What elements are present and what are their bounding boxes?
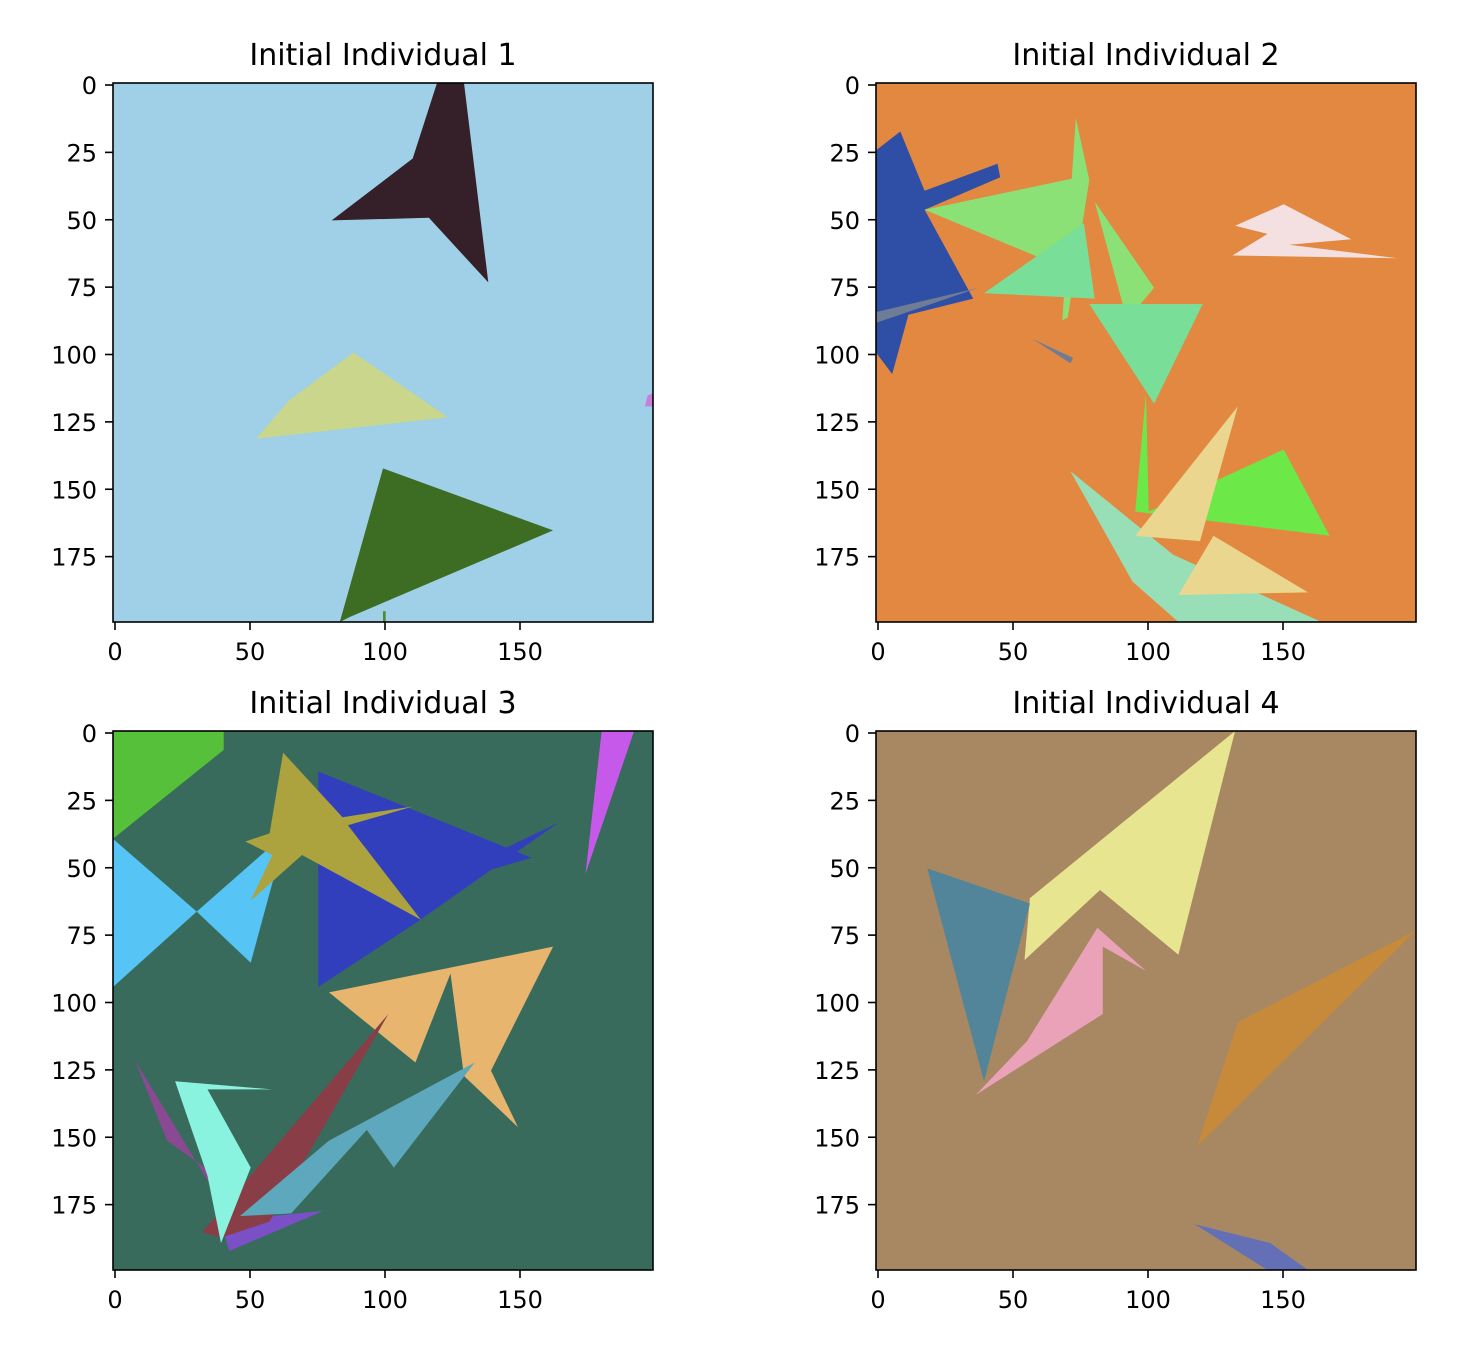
x-tick-label: 50 [998, 1286, 1029, 1314]
polygon-shape [1178, 535, 1308, 595]
polygon-shape [1135, 406, 1238, 542]
y-tick-label: 0 [845, 72, 860, 100]
panel-1: Initial Individual 1 0 50 100 150 0 25 50 75 100 1… [51, 38, 654, 666]
polygon-shape [113, 731, 224, 839]
y-tick-label: 50 [829, 207, 860, 235]
x-tick-label: 0 [870, 638, 885, 666]
y-tick-label: 100 [814, 342, 860, 370]
polygon-shape [1194, 1224, 1308, 1270]
x-tick-label: 0 [107, 638, 122, 666]
panel-title: Initial Individual 1 [249, 38, 516, 73]
x-tick-label: 150 [497, 638, 543, 666]
x-tick-label: 100 [1125, 1286, 1171, 1314]
polygon-shape [256, 352, 448, 439]
y-tick-label: 50 [829, 855, 860, 883]
polygon-shape [585, 731, 635, 874]
y-tick-label: 0 [82, 720, 97, 748]
polygon-shape [383, 611, 386, 622]
y-tick-label: 150 [814, 1124, 860, 1152]
y-tick-label: 25 [829, 787, 860, 815]
polygon-shape [329, 946, 554, 1128]
y-tick-label: 175 [51, 544, 97, 572]
axes-frame [875, 82, 1417, 623]
shape-layer [927, 731, 1416, 1270]
y-tick-label: 150 [51, 1124, 97, 1152]
x-tick-label: 0 [870, 1286, 885, 1314]
y-tick-label: 125 [51, 1057, 97, 1085]
polygon-shape [239, 1062, 475, 1217]
polygon-shape [1197, 930, 1416, 1146]
y-tick-label: 125 [51, 409, 97, 437]
y-tick-label: 100 [814, 990, 860, 1018]
x-tick-label: 50 [235, 638, 266, 666]
x-tick-label: 100 [362, 1286, 408, 1314]
axes-frame [875, 730, 1417, 1271]
y-tick-label: 50 [66, 855, 97, 883]
polygon-shape [984, 223, 1095, 299]
y-tick-label: 25 [66, 787, 97, 815]
polygon-shape [318, 771, 559, 987]
polygon-shape [245, 752, 421, 920]
y-tick-label: 25 [829, 139, 860, 167]
polygon-shape [1089, 304, 1203, 404]
polygon-shape [1032, 339, 1074, 364]
y-tick-label: 125 [814, 409, 860, 437]
shape-layer [876, 118, 1398, 622]
shape-layer [256, 83, 653, 622]
y-tick-label: 125 [814, 1057, 860, 1085]
x-tick-label: 50 [998, 638, 1029, 666]
axes-frame [112, 82, 654, 623]
y-tick-label: 75 [829, 922, 860, 950]
polygon-shape [644, 392, 653, 407]
polygon-shape [1094, 201, 1155, 321]
x-tick-label: 150 [497, 1286, 543, 1314]
y-tick-label: 175 [814, 1192, 860, 1220]
x-tick-label: 100 [362, 638, 408, 666]
axes-frame [112, 730, 654, 1271]
y-tick-label: 25 [66, 139, 97, 167]
x-tick-label: 150 [1260, 638, 1306, 666]
polygon-shape [876, 287, 979, 323]
polygon-shape [339, 468, 554, 622]
y-tick-label: 150 [51, 476, 97, 504]
polygon-shape [1232, 204, 1398, 259]
x-tick-label: 150 [1260, 1286, 1306, 1314]
y-tick-label: 0 [845, 720, 860, 748]
y-tick-label: 100 [51, 990, 97, 1018]
polygon-shape [975, 927, 1146, 1095]
x-tick-label: 0 [107, 1286, 122, 1314]
x-tick-label: 100 [1125, 638, 1171, 666]
polygon-shape [876, 131, 1001, 375]
panel-4: Initial Individual 4 0 50 100 150 0 25 50 75 100 1… [814, 686, 1417, 1314]
panel-2: Initial Individual 2 0 50 100 150 0 25 50 75 100 1… [814, 38, 1417, 666]
polygon-shape [331, 83, 489, 283]
y-tick-label: 75 [66, 274, 97, 302]
polygon-shape [113, 833, 286, 987]
panel-title: Initial Individual 4 [1012, 686, 1279, 721]
shape-layer [113, 731, 635, 1252]
x-tick-label: 50 [235, 1286, 266, 1314]
y-tick-label: 50 [66, 207, 97, 235]
panel-title: Initial Individual 3 [249, 686, 516, 721]
panel-3: Initial Individual 3 0 50 100 150 0 25 50 75 100 1… [51, 686, 654, 1314]
y-tick-label: 175 [51, 1192, 97, 1220]
y-tick-label: 75 [66, 922, 97, 950]
polygon-shape [924, 177, 1079, 272]
polygon-shape [1024, 731, 1236, 961]
polygon-shape [175, 1081, 273, 1243]
y-tick-label: 150 [814, 476, 860, 504]
y-tick-label: 100 [51, 342, 97, 370]
polygon-shape [927, 868, 1030, 1082]
y-tick-label: 0 [82, 72, 97, 100]
polygon-shape [202, 1014, 389, 1238]
y-tick-label: 175 [814, 544, 860, 572]
y-tick-label: 75 [829, 274, 860, 302]
panel-title: Initial Individual 2 [1012, 38, 1279, 73]
